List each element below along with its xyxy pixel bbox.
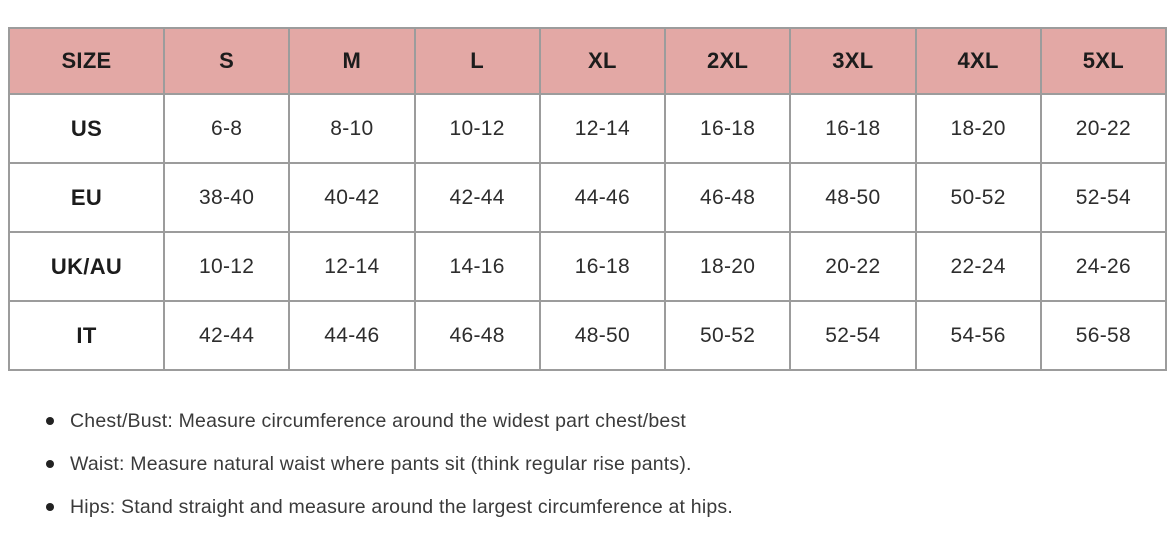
size-value-cell: 42-44 [162, 300, 291, 371]
row-label-eu: EU [8, 162, 165, 233]
column-header-s: S [162, 27, 291, 95]
size-value-cell: 20-22 [1039, 93, 1168, 164]
size-value-cell: 46-48 [663, 162, 792, 233]
column-header-2xl: 2XL [663, 27, 792, 95]
size-value-cell: 54-56 [914, 300, 1042, 371]
size-value-cell: 8-10 [288, 93, 416, 164]
bullet-icon [46, 460, 54, 468]
size-value-cell: 16-18 [538, 231, 667, 302]
table-header-row: SIZE S M L XL 2XL 3XL 4XL 5XL [8, 27, 1168, 95]
column-header-m: M [288, 27, 416, 95]
size-value-cell: 46-48 [413, 300, 541, 371]
size-value-cell: 50-52 [914, 162, 1042, 233]
column-header-3xl: 3XL [789, 27, 917, 95]
column-header-xl: XL [538, 27, 667, 95]
size-value-cell: 18-20 [663, 231, 792, 302]
size-value-cell: 52-54 [1039, 162, 1168, 233]
size-value-cell: 44-46 [288, 300, 416, 371]
size-value-cell: 10-12 [162, 231, 291, 302]
measurement-notes-list: Chest/Bust: Measure circumference around… [0, 408, 1175, 520]
note-item: Chest/Bust: Measure circumference around… [46, 408, 1175, 434]
size-value-cell: 22-24 [914, 231, 1042, 302]
row-label-it: IT [8, 300, 165, 371]
size-value-cell: 50-52 [663, 300, 792, 371]
size-value-cell: 52-54 [789, 300, 917, 371]
column-header-4xl: 4XL [914, 27, 1042, 95]
row-label-ukau: UK/AU [8, 231, 165, 302]
table-row-eu: EU 38-40 40-42 42-44 44-46 46-48 48-50 5… [8, 162, 1168, 233]
size-value-cell: 14-16 [413, 231, 541, 302]
table-row-it: IT 42-44 44-46 46-48 48-50 50-52 52-54 5… [8, 300, 1168, 371]
note-text-chest: Chest/Bust: Measure circumference around… [70, 410, 687, 432]
column-header-size: SIZE [8, 27, 165, 95]
size-value-cell: 6-8 [162, 93, 291, 164]
size-conversion-table: SIZE S M L XL 2XL 3XL 4XL 5XL US 6-8 8-1… [8, 27, 1168, 371]
size-value-cell: 16-18 [789, 93, 917, 164]
note-text-waist: Waist: Measure natural waist where pants… [70, 453, 692, 475]
table-row-ukau: UK/AU 10-12 12-14 14-16 16-18 18-20 20-2… [8, 231, 1168, 302]
size-value-cell: 42-44 [413, 162, 541, 233]
size-value-cell: 38-40 [162, 162, 291, 233]
size-value-cell: 12-14 [288, 231, 416, 302]
size-value-cell: 12-14 [538, 93, 667, 164]
column-header-l: L [413, 27, 541, 95]
size-value-cell: 56-58 [1039, 300, 1168, 371]
size-value-cell: 20-22 [789, 231, 917, 302]
size-value-cell: 16-18 [663, 93, 792, 164]
table-row-us: US 6-8 8-10 10-12 12-14 16-18 16-18 18-2… [8, 93, 1168, 164]
size-value-cell: 18-20 [914, 93, 1042, 164]
size-value-cell: 48-50 [789, 162, 917, 233]
column-header-5xl: 5XL [1039, 27, 1168, 95]
row-label-us: US [8, 93, 165, 164]
size-value-cell: 10-12 [413, 93, 541, 164]
size-value-cell: 48-50 [538, 300, 667, 371]
size-value-cell: 24-26 [1039, 231, 1168, 302]
note-item: Hips: Stand straight and measure around … [46, 494, 1175, 520]
size-value-cell: 44-46 [538, 162, 667, 233]
size-value-cell: 40-42 [288, 162, 416, 233]
note-text-hips: Hips: Stand straight and measure around … [70, 496, 733, 518]
bullet-icon [46, 503, 54, 511]
bullet-icon [46, 417, 54, 425]
note-item: Waist: Measure natural waist where pants… [46, 451, 1175, 477]
